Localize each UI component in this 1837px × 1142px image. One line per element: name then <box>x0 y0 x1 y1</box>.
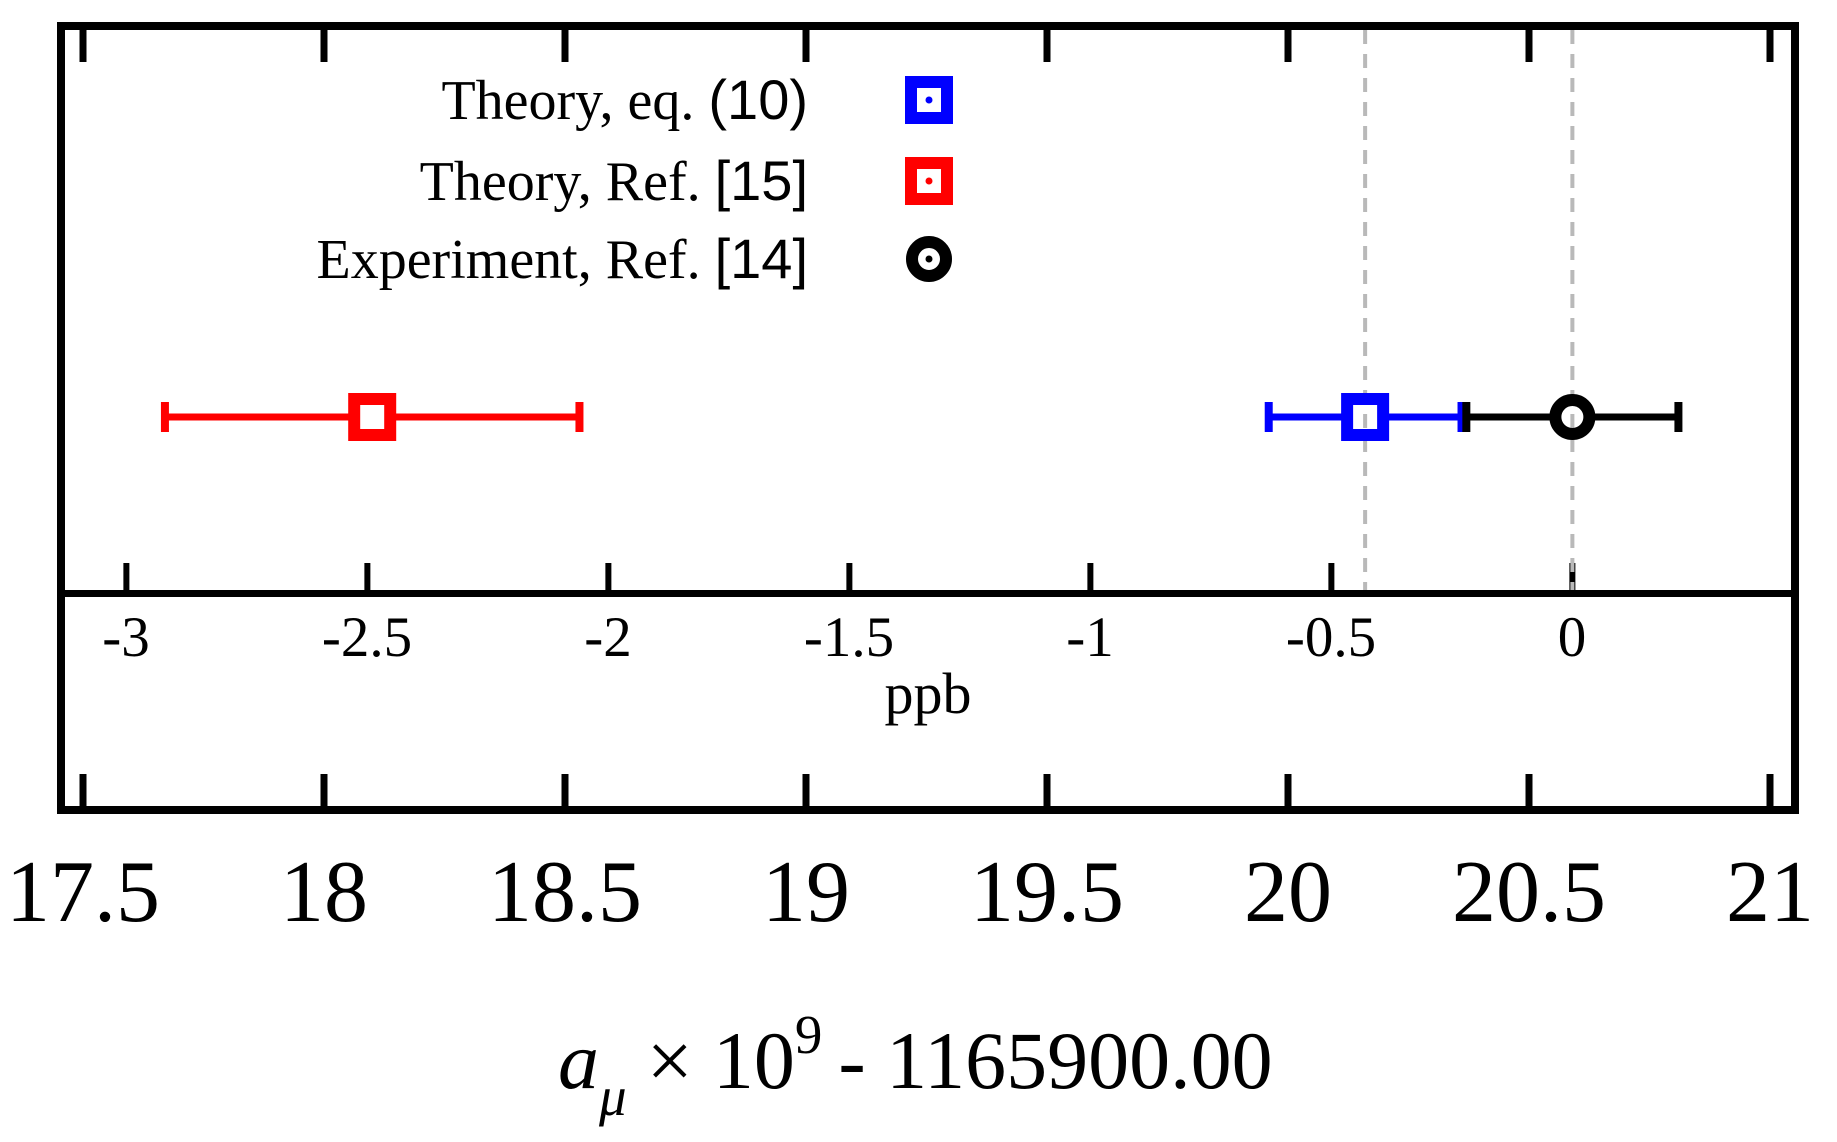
ppb-axis-labels: -3 -2.5 -2 -1.5 -1 -0.5 0 ppb <box>102 606 1586 726</box>
legend-label-theory-eq10: Theory, eq. (10) <box>441 68 808 132</box>
x-tick-label: 20.5 <box>1452 844 1606 941</box>
x-tick-label: 18 <box>280 844 368 941</box>
x-tick-label: 20 <box>1244 844 1332 941</box>
axis-title-base: 10 <box>713 1015 795 1106</box>
legend-label-ref: [15] <box>715 149 808 212</box>
legend-label-ref: [14] <box>715 227 808 290</box>
legend-label-experiment-ref14: Experiment, Ref. [14] <box>316 227 808 291</box>
series-1-marker <box>348 393 397 441</box>
ppb-tick-label: -1.5 <box>804 606 894 669</box>
axis-title-exponent: 9 <box>795 1004 823 1065</box>
ppb-tick-label: -0.5 <box>1286 606 1376 669</box>
ppb-tick-label: -1 <box>1066 606 1113 669</box>
x-tick-label: 21 <box>1726 844 1814 941</box>
legend: Theory, eq. (10) Theory, Ref. [15] Exper… <box>316 68 808 291</box>
axis-title-times: × <box>647 1015 693 1106</box>
legend-label-ref: (10) <box>708 68 808 131</box>
x-axis-title: aμ × 109- 1165900.00 <box>558 1004 1273 1127</box>
ppb-tick-label: -2.5 <box>322 606 412 669</box>
legend-label-theory-ref15: Theory, Ref. [15] <box>420 149 808 213</box>
x-tick-label: 17.5 <box>6 844 160 941</box>
legend-label-text: Theory, Ref. <box>420 151 715 213</box>
ppb-tick-label: -3 <box>102 606 149 669</box>
bottom-axis-labels: 17.5 18 18.5 19 19.5 20 20.5 21 <box>6 844 1814 941</box>
ppb-tick-label: -2 <box>584 606 631 669</box>
ppb-tick-label: 0 <box>1558 606 1587 669</box>
x-tick-label: 18.5 <box>488 844 642 941</box>
legend-marker-dot-1 <box>925 177 933 185</box>
x-tick-label: 19.5 <box>970 844 1124 941</box>
legend-label-text: Theory, eq. <box>441 70 708 132</box>
ppb-axis-title: ppb <box>885 661 972 726</box>
legend-marker-dot-2 <box>925 255 933 263</box>
legend-label-text: Experiment, Ref. <box>316 229 714 291</box>
axis-title-subscript: μ <box>598 1066 627 1127</box>
series-0-marker <box>1341 393 1390 441</box>
legend-marker-dot-0 <box>925 96 933 104</box>
x-tick-label: 19 <box>762 844 850 941</box>
chart-graphics <box>57 22 1799 814</box>
plot-frame <box>57 22 1799 814</box>
axis-title-offset: - 1165900.00 <box>838 1015 1272 1106</box>
axis-title-variable: a <box>558 1015 599 1106</box>
series-2-marker <box>1549 394 1596 440</box>
